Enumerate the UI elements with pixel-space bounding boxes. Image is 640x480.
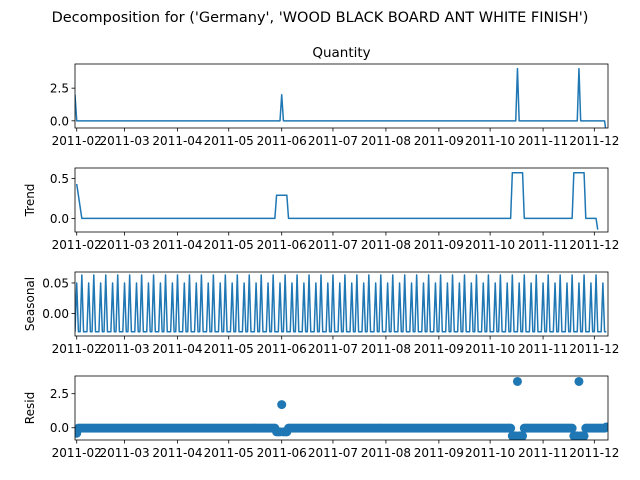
x-tick-label: 2011-12	[569, 446, 619, 460]
y-tick-label: 0.05	[42, 276, 69, 290]
x-tick-label: 2011-06	[257, 342, 307, 356]
series-group	[75, 274, 607, 333]
y-axis-label: Resid	[23, 392, 37, 424]
y-tick-label: 0.00	[42, 307, 69, 321]
x-tick-label: 2011-07	[308, 134, 358, 148]
x-tick-label: 2011-08	[361, 342, 411, 356]
resid-point-highlight	[574, 376, 584, 386]
x-tick-label: 2011-10	[465, 238, 515, 252]
x-tick-label: 2011-12	[569, 134, 619, 148]
x-tick-label: 2011-11	[518, 342, 568, 356]
x-tick-label: 2011-02	[52, 446, 102, 460]
x-tick-label: 2011-06	[257, 238, 307, 252]
x-tick-label: 2011-07	[308, 342, 358, 356]
x-tick-label: 2011-08	[361, 134, 411, 148]
x-tick-label: 2011-03	[99, 342, 149, 356]
y-tick-label: 0.0	[50, 212, 69, 226]
x-tick-label: 2011-05	[204, 134, 254, 148]
series-line	[75, 274, 607, 333]
x-tick-label: 2011-06	[257, 134, 307, 148]
x-tick-label: 2011-04	[152, 238, 202, 252]
resid-point	[567, 423, 577, 433]
x-tick-label: 2011-03	[99, 238, 149, 252]
x-tick-label: 2011-09	[414, 342, 464, 356]
axes-frame	[74, 375, 609, 441]
x-tick-label: 2011-11	[518, 134, 568, 148]
x-tick-label: 2011-04	[152, 446, 202, 460]
x-tick-label: 2011-03	[99, 134, 149, 148]
x-tick-label: 2011-04	[152, 342, 202, 356]
resid-point	[506, 423, 516, 433]
x-tick-label: 2011-07	[308, 446, 358, 460]
series-group	[75, 67, 607, 128]
x-tick-label: 2011-02	[52, 134, 102, 148]
x-tick-label: 2011-09	[414, 134, 464, 148]
x-tick-label: 2011-09	[414, 238, 464, 252]
y-axis-label: Seasonal	[23, 277, 37, 331]
series-group	[75, 172, 599, 230]
x-tick-label: 2011-08	[361, 446, 411, 460]
x-tick-label: 2011-11	[518, 446, 568, 460]
x-tick-label: 2011-09	[414, 446, 464, 460]
y-tick-label: 0.0	[50, 421, 69, 435]
y-tick-label: 0.0	[50, 114, 69, 128]
y-axis-label: Trend	[23, 184, 37, 218]
x-tick-label: 2011-05	[204, 238, 254, 252]
x-tick-label: 2011-12	[569, 238, 619, 252]
x-tick-label: 2011-05	[204, 446, 254, 460]
y-tick-label: 0.5	[50, 172, 69, 186]
x-tick-label: 2011-02	[52, 342, 102, 356]
resid-point-highlight	[601, 422, 608, 432]
resid-point-highlight	[518, 431, 528, 440]
x-tick-label: 2011-10	[465, 342, 515, 356]
x-tick-label: 2011-05	[204, 342, 254, 356]
resid-point-highlight	[579, 431, 589, 440]
axes-frame	[74, 63, 609, 129]
figure-suptitle: Decomposition for ('Germany', 'WOOD BLAC…	[52, 10, 589, 26]
x-tick-label: 2011-03	[99, 446, 149, 460]
x-tick-label: 2011-07	[308, 238, 358, 252]
x-tick-label: 2011-06	[257, 446, 307, 460]
series-line	[75, 172, 599, 230]
series-line	[75, 67, 607, 128]
axes-frame	[74, 167, 609, 233]
x-tick-label: 2011-08	[361, 238, 411, 252]
y-tick-label: 2.5	[50, 387, 69, 401]
x-tick-label: 2011-11	[518, 238, 568, 252]
x-tick-label: 2011-04	[152, 134, 202, 148]
y-tick-label: 2.5	[50, 82, 69, 96]
resid-point-highlight	[277, 400, 287, 410]
x-tick-label: 2011-10	[465, 446, 515, 460]
x-tick-label: 2011-10	[465, 134, 515, 148]
x-tick-label: 2011-02	[52, 238, 102, 252]
x-tick-label: 2011-12	[569, 342, 619, 356]
series-group	[75, 376, 608, 440]
resid-point-highlight	[512, 376, 522, 386]
subplot-title: Quantity	[312, 45, 370, 61]
axes-frame	[74, 271, 609, 337]
